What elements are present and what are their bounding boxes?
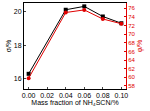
svg-text:φ/%: φ/% xyxy=(136,40,144,53)
svg-text:58: 58 xyxy=(128,83,135,89)
svg-text:σ/%: σ/% xyxy=(5,40,12,53)
svg-text:66: 66 xyxy=(128,49,135,55)
svg-text:0.08: 0.08 xyxy=(96,92,110,99)
svg-text:68: 68 xyxy=(128,40,135,46)
svg-text:0.10: 0.10 xyxy=(115,92,129,99)
svg-text:70: 70 xyxy=(128,31,135,37)
svg-text:0.00: 0.00 xyxy=(22,92,36,99)
svg-text:62: 62 xyxy=(128,66,135,72)
svg-text:18: 18 xyxy=(14,42,22,49)
svg-text:60: 60 xyxy=(128,74,135,80)
svg-text:72: 72 xyxy=(128,23,135,29)
svg-text:0.06: 0.06 xyxy=(77,92,91,99)
svg-text:Mass fraction of NH₄SCN/%: Mass fraction of NH₄SCN/% xyxy=(31,99,118,106)
svg-text:20: 20 xyxy=(14,8,22,15)
svg-text:64: 64 xyxy=(128,57,135,63)
svg-text:76: 76 xyxy=(128,5,135,11)
svg-text:0.02: 0.02 xyxy=(40,92,54,99)
svg-text:16: 16 xyxy=(14,75,22,82)
svg-text:74: 74 xyxy=(128,14,135,20)
svg-text:0.04: 0.04 xyxy=(59,92,73,99)
